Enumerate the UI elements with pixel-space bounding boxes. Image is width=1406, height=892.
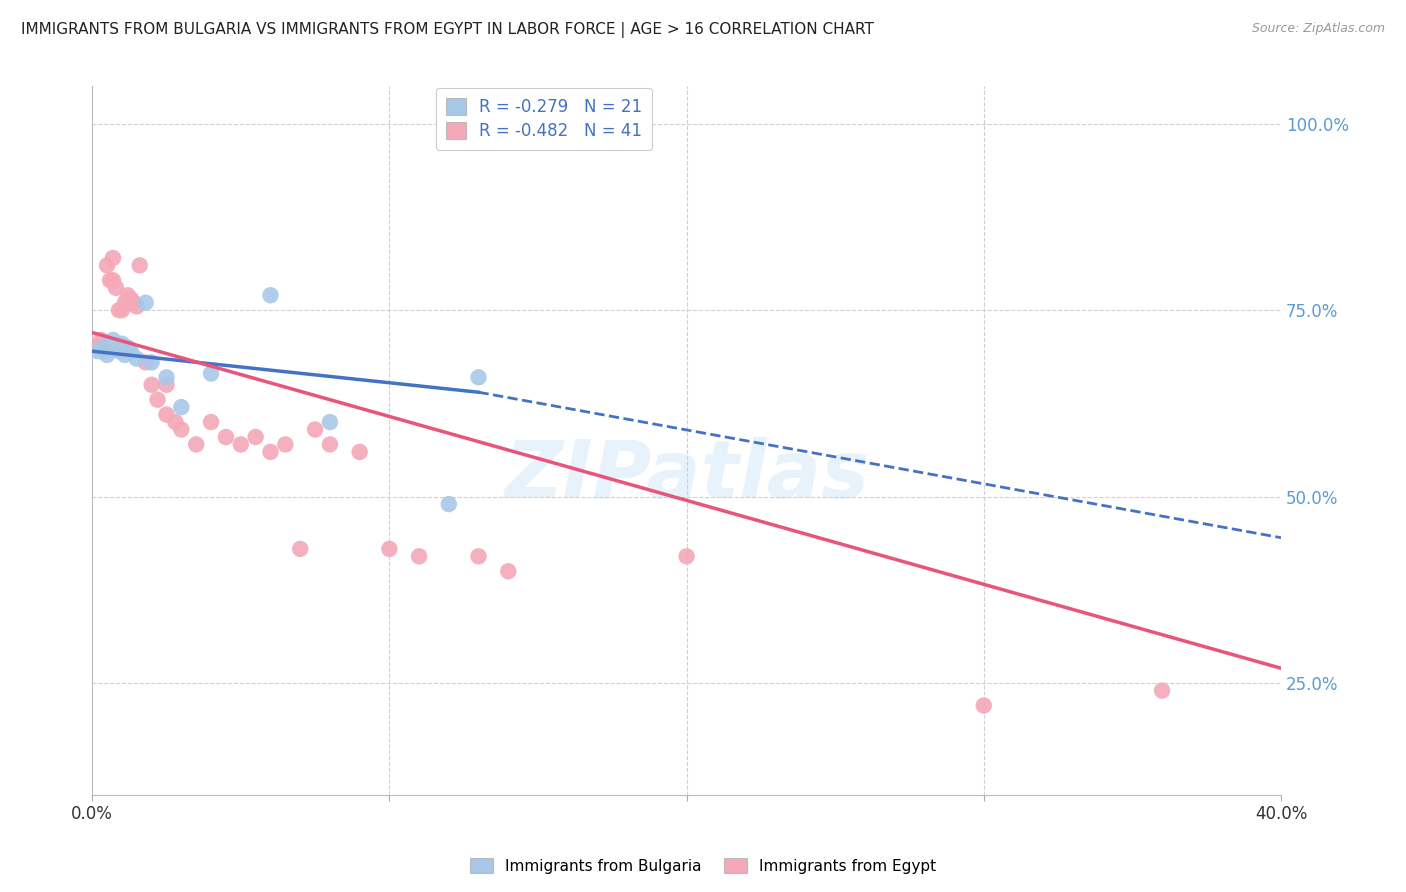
Point [114,295,136,310]
Text: Source: ZipAtlas.com: Source: ZipAtlas.com [1251,22,1385,36]
Legend: Immigrants from Bulgaria, Immigrants from Egypt: Immigrants from Bulgaria, Immigrants fro… [464,852,942,880]
Point [973,698,995,713]
Point [114,348,136,362]
Point [120,292,142,306]
Point [155,408,177,422]
Point [467,549,489,564]
Point [170,400,193,414]
Point [186,437,208,451]
Point [378,541,401,556]
Point [467,370,489,384]
Point [111,303,134,318]
Point [304,423,326,437]
Point [274,437,297,451]
Point [117,288,139,302]
Point [165,415,187,429]
Point [104,281,127,295]
Text: IMMIGRANTS FROM BULGARIA VS IMMIGRANTS FROM EGYPT IN LABOR FORCE | AGE > 16 CORR: IMMIGRANTS FROM BULGARIA VS IMMIGRANTS F… [21,22,875,38]
Point [349,445,371,459]
Point [215,430,238,444]
Point [135,295,157,310]
Point [87,344,110,359]
Point [155,370,177,384]
Point [146,392,169,407]
Legend: R = -0.279   N = 21, R = -0.482   N = 41: R = -0.279 N = 21, R = -0.482 N = 41 [436,87,652,150]
Point [96,259,118,273]
Point [120,344,142,359]
Point [93,344,115,359]
Point [111,336,134,351]
Point [108,344,131,359]
Point [98,273,121,287]
Point [101,251,124,265]
Point [245,430,267,444]
Point [259,445,281,459]
Point [141,355,163,369]
Point [128,259,150,273]
Point [122,295,145,310]
Point [155,377,177,392]
Point [125,300,148,314]
Point [319,415,342,429]
Point [496,564,519,578]
Point [675,549,697,564]
Point [229,437,252,451]
Point [200,367,222,381]
Point [117,341,139,355]
Point [125,351,148,366]
Point [141,377,163,392]
Point [259,288,281,302]
Point [108,303,131,318]
Point [96,348,118,362]
Point [90,333,112,347]
Point [319,437,342,451]
Point [408,549,430,564]
Point [200,415,222,429]
Point [98,336,121,351]
Point [1152,683,1174,698]
Point [437,497,460,511]
Point [101,333,124,347]
Point [170,423,193,437]
Point [87,341,110,355]
Point [290,541,312,556]
Point [93,341,115,355]
Point [101,273,124,287]
Point [135,355,157,369]
Text: ZIPatlas: ZIPatlas [505,437,869,516]
Point [104,341,127,355]
